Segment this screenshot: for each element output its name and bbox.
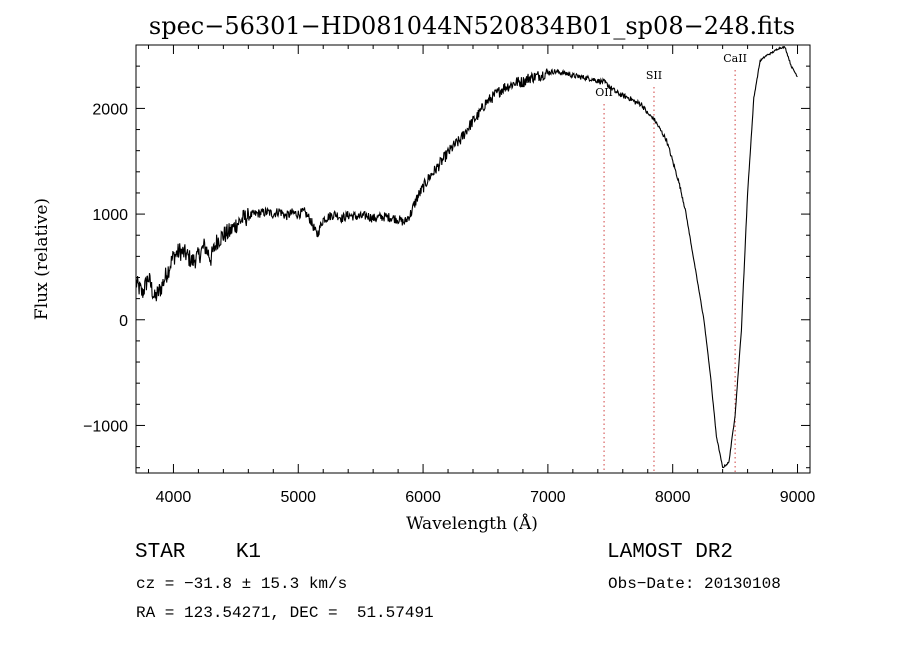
y-axis-label: Flux (relative) <box>32 198 52 320</box>
x-tick-label: 9000 <box>780 489 816 506</box>
annotation-label: SII <box>646 69 662 82</box>
survey-name: LAMOST DR2 <box>607 541 734 564</box>
x-tick-label: 5000 <box>280 489 316 506</box>
coordinates: RA = 123.54271, DEC = 51.57491 <box>136 604 434 622</box>
y-tick-label: 2000 <box>92 101 128 118</box>
x-tick-label: 4000 <box>156 489 192 506</box>
axis-ticks: 4000 5000 6000 7000 8000 9000 −1000 0 1000 2000 <box>83 44 816 506</box>
x-tick-label: 6000 <box>405 489 441 506</box>
cz-value: cz = −31.8 ± 15.3 km/s <box>136 575 348 593</box>
x-tick-label: 8000 <box>655 489 691 506</box>
plot-frame <box>135 44 811 474</box>
obs-date: Obs−Date: 20130108 <box>608 575 781 593</box>
annotation-label: OII <box>595 86 613 99</box>
y-tick-label: 1000 <box>92 207 128 224</box>
x-axis-label: Wavelength (Å) <box>406 513 538 534</box>
x-tick-label: 7000 <box>530 489 566 506</box>
object-type: STAR K1 <box>135 541 262 564</box>
y-tick-label: 0 <box>119 313 128 330</box>
y-tick-label: −1000 <box>83 418 128 435</box>
annotation-label: CaII <box>723 52 747 65</box>
line-annotations: OII SII CaII <box>595 52 747 473</box>
spectrum-line <box>135 45 798 469</box>
chart-title: spec−56301−HD081044N520834B01_sp08−248.f… <box>149 12 795 40</box>
